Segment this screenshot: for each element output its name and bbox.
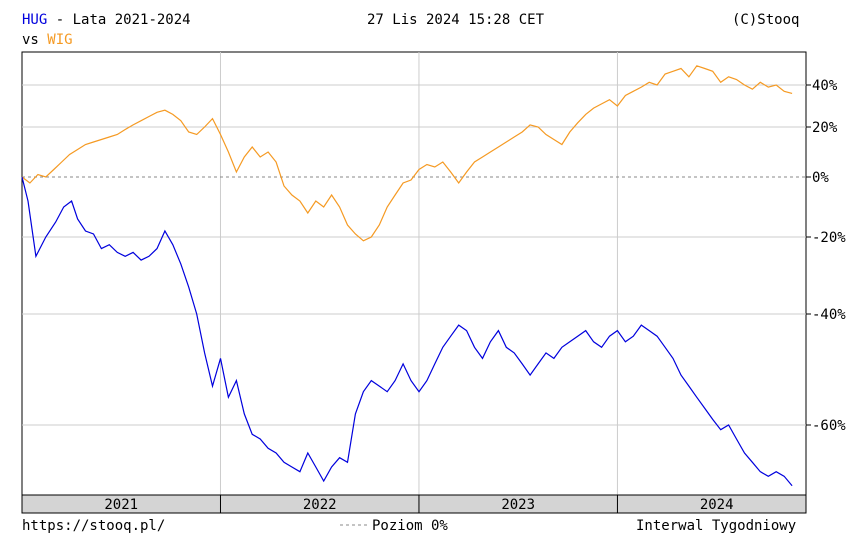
plot-frame <box>21 51 807 496</box>
y-tick-label: -60% <box>812 418 846 434</box>
copyright-label: (C)Stooq <box>732 12 800 28</box>
x-axis-band <box>21 494 807 514</box>
compare-line: vs WIG <box>22 32 73 48</box>
grid <box>22 52 806 495</box>
title-period: - Lata 2021-2024 <box>47 12 191 28</box>
y-tick-label: 20% <box>812 120 838 136</box>
series-line-hug <box>21 176 793 487</box>
interval-label: Interwal Tygodniowy <box>636 518 797 534</box>
legend-level-label: Poziom 0% <box>372 518 448 534</box>
x-tick-label: 2023 <box>501 497 535 513</box>
y-tick-label: -20% <box>812 230 846 246</box>
x-axis: 2021 2022 2023 2024 <box>104 495 734 513</box>
vs-label: vs <box>22 32 39 48</box>
y-tick-label: 40% <box>812 78 838 94</box>
y-tick-label: -40% <box>812 307 846 323</box>
chart-title: HUG - Lata 2021-2024 <box>22 12 191 28</box>
y-tick-label: 0% <box>812 170 829 186</box>
compare-ticker: WIG <box>47 32 73 48</box>
y-axis-labels: 40% 20% 0% -20% -40% -60% <box>806 78 846 434</box>
x-tick-label: 2021 <box>104 497 138 513</box>
series-line-wig <box>21 65 793 242</box>
x-tick-label: 2024 <box>700 497 734 513</box>
source-url[interactable]: https://stooq.pl/ <box>22 518 166 534</box>
ticker-label: HUG <box>22 12 48 28</box>
x-tick-label: 2022 <box>303 497 337 513</box>
chart-datetime: 27 Lis 2024 15:28 CET <box>367 12 545 28</box>
